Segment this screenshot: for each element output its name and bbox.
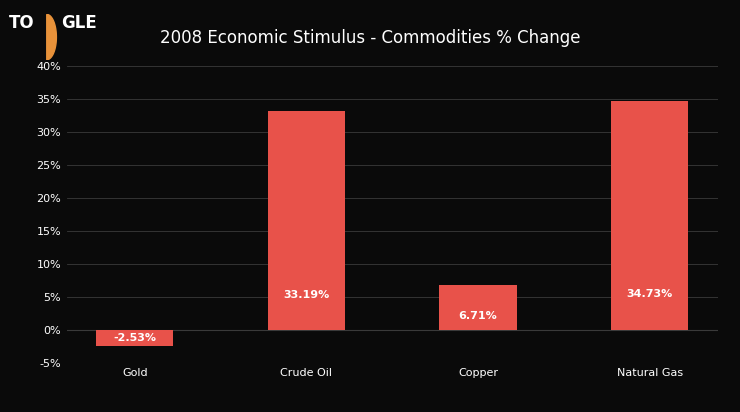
Text: 6.71%: 6.71% [459, 311, 497, 321]
Bar [268, 111, 345, 330]
Text: 33.19%: 33.19% [283, 290, 329, 300]
Bar [440, 286, 517, 330]
Bar [96, 330, 173, 346]
Text: TO: TO [9, 14, 35, 33]
Text: 2008 Economic Stimulus - Commodities % Change: 2008 Economic Stimulus - Commodities % C… [160, 29, 580, 47]
Text: GLE: GLE [61, 14, 96, 33]
Text: -2.53%: -2.53% [113, 333, 156, 343]
Bar [611, 101, 688, 330]
Polygon shape [47, 14, 56, 60]
Text: 34.73%: 34.73% [627, 289, 673, 299]
